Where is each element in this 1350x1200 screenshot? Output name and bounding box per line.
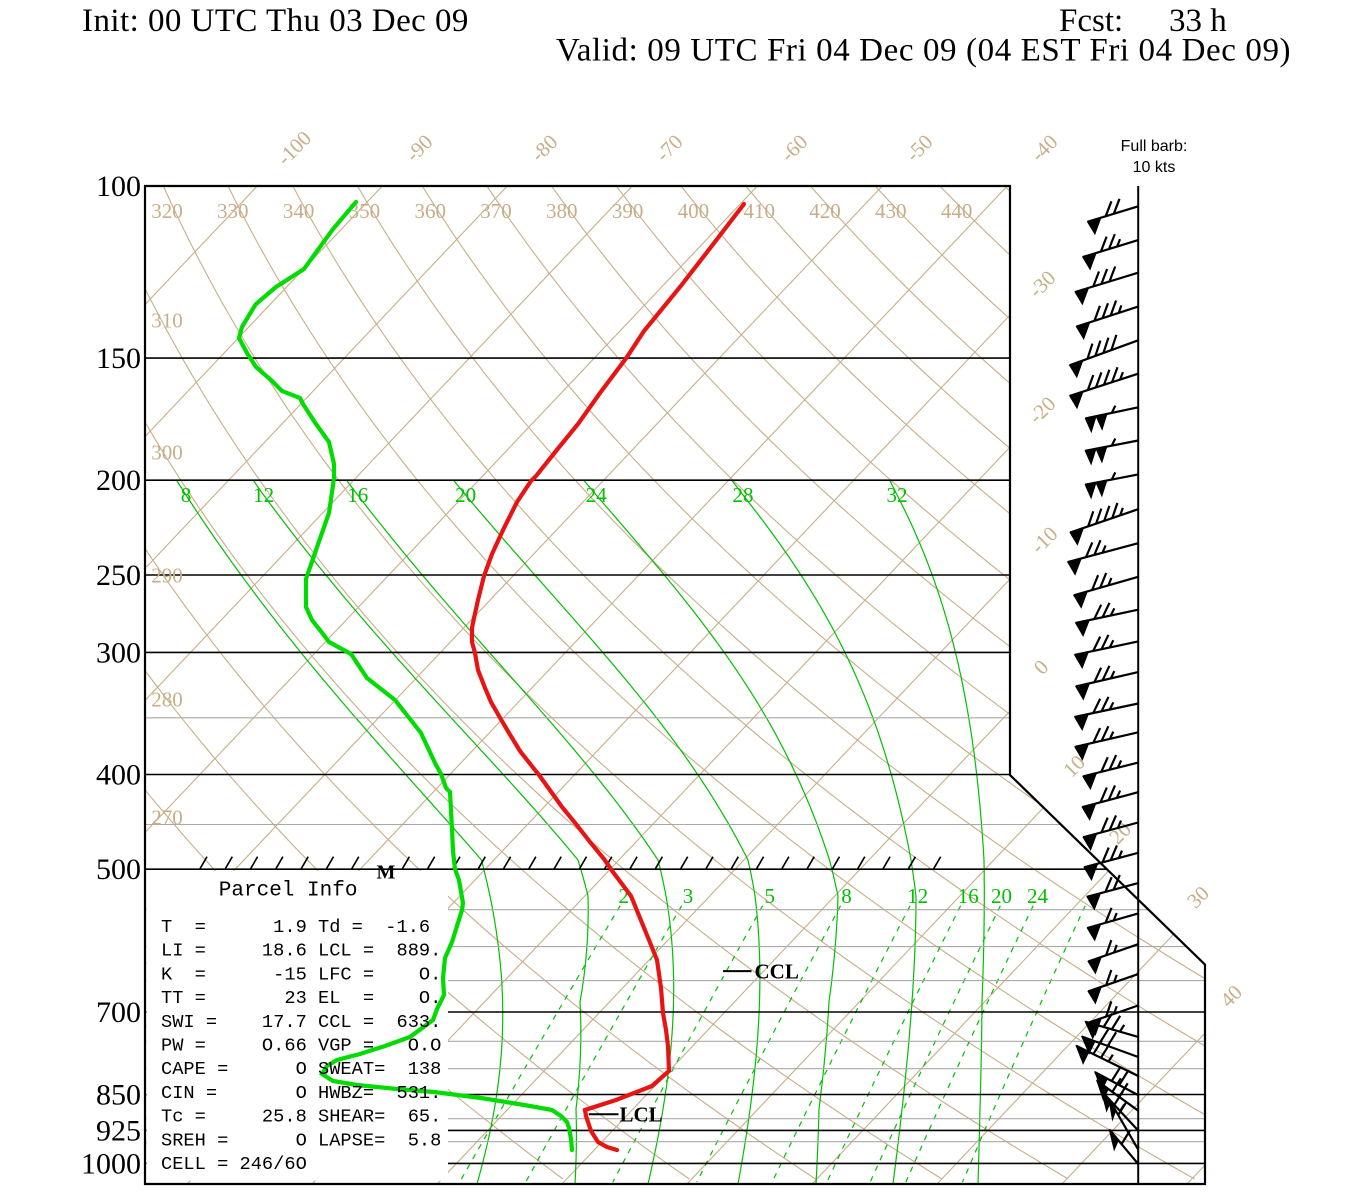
svg-text:340: 340: [283, 199, 315, 223]
svg-text:32: 32: [887, 483, 908, 507]
svg-text:SWI = 17.7 CCL = 633.: SWI = 17.7 CCL = 633.: [161, 1011, 441, 1033]
svg-text:290: 290: [151, 564, 183, 588]
svg-text:5: 5: [765, 884, 776, 908]
svg-text:700: 700: [96, 996, 141, 1029]
svg-text:M: M: [377, 862, 396, 884]
svg-text:Full barb:: Full barb:: [1121, 138, 1188, 155]
svg-text:CAPE = O SWEAT= 138: CAPE = O SWEAT= 138: [161, 1058, 441, 1080]
svg-text:320: 320: [151, 199, 183, 223]
svg-text:410: 410: [743, 199, 775, 223]
svg-text:400: 400: [678, 199, 710, 223]
svg-text:850: 850: [96, 1079, 141, 1112]
svg-text:TT = 23 EL = O.: TT = 23 EL = O.: [161, 987, 441, 1009]
svg-text:150: 150: [96, 342, 141, 375]
svg-text:16: 16: [347, 483, 368, 507]
svg-text:380: 380: [546, 199, 578, 223]
svg-text:360: 360: [414, 199, 446, 223]
svg-text:Fcst:: Fcst:: [1059, 3, 1123, 39]
svg-text:430: 430: [875, 199, 907, 223]
svg-text:SREH = O LAPSE= 5.8: SREH = O LAPSE= 5.8: [161, 1129, 441, 1151]
svg-text:370: 370: [480, 199, 512, 223]
svg-text:925: 925: [96, 1114, 141, 1147]
svg-text:420: 420: [809, 199, 841, 223]
svg-text:440: 440: [941, 199, 973, 223]
svg-text:Parcel Info: Parcel Info: [219, 880, 358, 903]
svg-text:24: 24: [1027, 884, 1049, 908]
svg-text:400: 400: [96, 759, 141, 792]
svg-text:250: 250: [96, 559, 141, 592]
svg-text:24: 24: [586, 483, 608, 507]
svg-text:8: 8: [181, 483, 192, 507]
svg-text:33 h: 33 h: [1169, 3, 1227, 39]
svg-text:2: 2: [618, 884, 629, 908]
svg-text:300: 300: [96, 636, 141, 669]
svg-text:500: 500: [96, 853, 141, 886]
svg-text:330: 330: [217, 199, 249, 223]
svg-text:12: 12: [907, 884, 928, 908]
svg-text:8: 8: [841, 884, 852, 908]
svg-text:LI = 18.6 LCL = 889.: LI = 18.6 LCL = 889.: [161, 940, 441, 962]
svg-text:PW = O.66 VGP = O.O: PW = O.66 VGP = O.O: [161, 1035, 441, 1057]
svg-text:20: 20: [455, 483, 476, 507]
svg-text:390: 390: [612, 199, 644, 223]
svg-text:28: 28: [733, 483, 754, 507]
svg-text:280: 280: [151, 688, 183, 712]
svg-text:LCL: LCL: [620, 1103, 663, 1127]
svg-text:CIN = O HWBZ= 531.: CIN = O HWBZ= 531.: [161, 1082, 441, 1104]
svg-text:16: 16: [958, 884, 979, 908]
svg-text:310: 310: [151, 309, 183, 333]
svg-text:20: 20: [991, 884, 1012, 908]
svg-text:100: 100: [96, 170, 141, 203]
svg-text:10 kts: 10 kts: [1133, 159, 1176, 176]
svg-text:200: 200: [96, 464, 141, 497]
svg-text:270: 270: [151, 806, 183, 830]
svg-text:CELL = 246/6O: CELL = 246/6O: [161, 1153, 307, 1175]
svg-text:1000: 1000: [81, 1147, 141, 1180]
svg-text:CCL: CCL: [755, 960, 799, 984]
svg-text:Init: 00 UTC Thu 03 Dec 09: Init: 00 UTC Thu 03 Dec 09: [82, 3, 469, 39]
svg-text:T = 1.9 Td = -1.6: T = 1.9 Td = -1.6: [161, 916, 430, 938]
svg-text:300: 300: [151, 441, 183, 465]
svg-text:K = -15 LFC = O.: K = -15 LFC = O.: [161, 963, 441, 985]
svg-text:Tc = 25.8 SHEAR= 65.: Tc = 25.8 SHEAR= 65.: [161, 1106, 441, 1128]
svg-text:Valid: 09 UTC Fri 04 Dec 09 (0: Valid: 09 UTC Fri 04 Dec 09 (04 EST Fri …: [556, 33, 1291, 69]
svg-text:3: 3: [683, 884, 694, 908]
svg-text:12: 12: [253, 483, 274, 507]
